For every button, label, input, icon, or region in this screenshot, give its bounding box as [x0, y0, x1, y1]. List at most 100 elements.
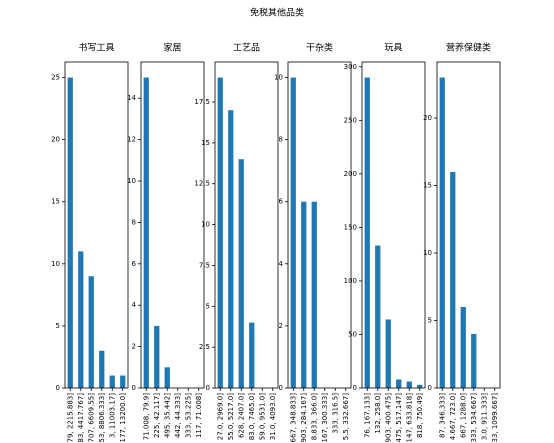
subplot-title: 书写工具	[78, 43, 114, 54]
x-tick-label: 333, 53.225]	[184, 393, 192, 438]
y-tick-label: 0	[353, 384, 357, 392]
x-tick-label: 59.0, 9531.0]	[258, 393, 266, 441]
bar	[99, 350, 105, 388]
y-tick-label: 15	[423, 182, 432, 190]
x-tick-label: 333, 316.5]	[331, 393, 339, 434]
y-tick-label: 10	[127, 177, 136, 185]
x-tick-label: 4.667, 723.0]	[449, 393, 457, 441]
y-tick-label: 250	[344, 116, 357, 124]
subplot: 营养保健类 0 5 10 15 20 87, 346.333] 4.667, 723.0] 66…	[423, 42, 501, 443]
bar	[228, 110, 234, 389]
subplot-title: 玩具	[384, 43, 402, 54]
x-tick-label: 55.0, 5217.0]	[227, 393, 235, 441]
bar	[450, 172, 456, 388]
x-tick-label: 87, 346.333]	[438, 393, 446, 438]
x-tick-label: 667, 1288.0]	[459, 393, 467, 438]
bar	[249, 322, 255, 388]
bar	[164, 367, 170, 388]
x-tick-label: 667, 348.833]	[289, 393, 297, 443]
y-tick-label: 17.5	[194, 98, 210, 106]
bar	[67, 77, 73, 389]
y-tick-label: 6	[132, 260, 137, 268]
y-tick-label: 12.5	[194, 180, 210, 188]
y-tick-label: 4	[279, 260, 284, 268]
y-tick-label: 25	[51, 74, 60, 82]
bar	[143, 77, 149, 389]
bar	[385, 319, 391, 388]
y-tick-label: 0	[428, 384, 432, 392]
axes-frame	[361, 61, 426, 389]
y-tick-label: 2	[132, 343, 136, 351]
subplot-title: 干杂类	[306, 42, 333, 54]
subplot: 工艺品 0 2.5 5 7.5 10 12.5 15 17.5 27.0, 2969.0] 55.0…	[194, 43, 279, 441]
subplot: 玩具 0 50 100 150 200 250 300 76, 167.133] 132, 258…	[344, 43, 426, 443]
y-tick-label: 4	[132, 301, 137, 309]
subplot: 家居 0 2 4 6 8 10 12 14 71.008, 79.9] 225, 42.117] 49…	[127, 42, 205, 441]
x-tick-label: 3, 11003.17]	[108, 393, 116, 438]
y-tick-label: 50	[348, 330, 357, 338]
bar	[238, 159, 244, 388]
y-tick-label: 0	[206, 384, 210, 392]
x-tick-label: 495, 35.442]	[163, 393, 171, 438]
y-tick-label: 20	[51, 136, 60, 144]
bar	[78, 251, 84, 388]
x-tick-label: 225, 42.117]	[153, 393, 161, 438]
y-tick-label: 2.5	[199, 343, 210, 351]
axes-frame	[140, 61, 205, 389]
bar	[290, 77, 296, 389]
x-tick-label: 8.833, 366.0]	[310, 393, 318, 441]
x-tick-label: 5.5, 332.667]	[342, 393, 350, 441]
x-tick-label: 903, 284.167]	[300, 393, 308, 443]
x-tick-label: 333, 534.667]	[470, 393, 478, 443]
y-tick-label: 15	[201, 139, 210, 147]
y-tick-label: 200	[344, 170, 357, 178]
y-tick-label: 14	[127, 94, 136, 102]
x-tick-label: 83.0, 7465.0]	[248, 393, 256, 441]
bar	[406, 381, 412, 388]
x-tick-label: 132, 258.0]	[374, 393, 382, 434]
x-tick-label: 3.0, 911.333]	[480, 393, 488, 441]
x-tick-label: 79, 2215.883]	[66, 393, 74, 443]
y-tick-label: 10	[201, 221, 210, 229]
y-tick-label: 20	[423, 114, 432, 122]
axes-frame	[436, 61, 501, 389]
y-tick-label: 5	[206, 302, 210, 310]
y-tick-label: 6	[279, 198, 284, 206]
bar	[311, 201, 317, 388]
x-tick-label: 177, 13200.0]	[119, 393, 127, 443]
y-tick-label: 0	[56, 384, 60, 392]
y-tick-label: 10	[51, 260, 60, 268]
x-tick-label: 903, 400.475]	[384, 393, 392, 443]
subplot: 书写工具 0 5 10 15 20 25 79, 2215.883] 83, 4417.767]…	[51, 43, 129, 443]
y-tick-label: 15	[51, 198, 60, 206]
y-tick-label: 7.5	[199, 261, 210, 269]
subplot-title: 家居	[163, 42, 181, 54]
bar	[417, 384, 423, 388]
y-tick-label: 10	[274, 74, 283, 82]
y-tick-label: 300	[344, 63, 357, 71]
bar	[364, 77, 370, 389]
bar	[217, 77, 223, 389]
x-tick-label: 31.0, 4093.0]	[269, 393, 277, 441]
y-tick-label: 10	[423, 249, 432, 257]
x-tick-label: 53, 8806.333]	[98, 393, 106, 443]
x-tick-label: 167, 300.333]	[321, 393, 329, 443]
y-tick-label: 150	[344, 223, 357, 231]
bar	[471, 334, 477, 388]
subplot: 干杂类 0 2 4 6 8 10 667, 348.833] 903, 284.167] 8.83…	[274, 42, 352, 443]
axes-frame	[64, 61, 129, 389]
x-tick-label: 475, 517.147]	[395, 393, 403, 443]
x-tick-label: 818, 750.49]	[416, 393, 424, 438]
bar	[439, 77, 445, 389]
y-tick-label: 12	[127, 136, 136, 144]
y-tick-label: 5	[56, 322, 60, 330]
bar	[154, 325, 160, 388]
y-tick-label: 0	[279, 384, 283, 392]
subplot-title: 营养保健类	[446, 42, 491, 54]
x-tick-label: 707, 6609.55]	[87, 393, 95, 443]
bar	[120, 375, 126, 388]
x-tick-label: 71.008, 79.9]	[142, 393, 150, 441]
axes-frame	[214, 61, 279, 389]
y-tick-label: 0	[132, 384, 136, 392]
